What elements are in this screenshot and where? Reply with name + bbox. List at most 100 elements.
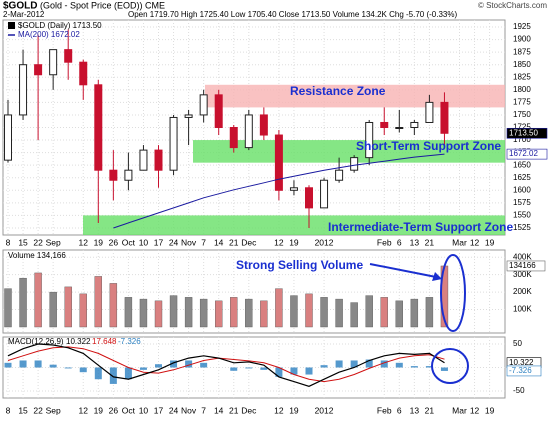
x-tick-label: 22 xyxy=(33,405,43,415)
candle-body xyxy=(154,149,163,171)
candle-body xyxy=(139,149,148,171)
candle-body xyxy=(244,114,253,149)
x-tick-label: 14 xyxy=(214,405,224,415)
x-tick-label: 17 xyxy=(154,237,164,247)
x-tick-label: 19 xyxy=(289,405,299,415)
y-tick-label: 1575 xyxy=(513,198,531,207)
x-tick-label: 19 xyxy=(94,405,104,415)
macd-title: MACD(12,26,9) xyxy=(8,337,64,346)
y-tick-label: 1625 xyxy=(513,173,531,182)
ma-tag: 1672.02 xyxy=(509,149,538,158)
candle-body xyxy=(184,114,193,118)
macd-hist-bar xyxy=(380,360,388,368)
macd-hist-bar xyxy=(410,366,418,368)
x-tick-label: 8 xyxy=(6,237,11,247)
x-tick-label: Mar xyxy=(452,237,467,247)
price-panel xyxy=(2,19,506,236)
volume-bar xyxy=(79,293,87,328)
date: 2-Mar-2012 xyxy=(3,10,45,19)
x-tick-label: 7 xyxy=(201,405,206,415)
x-tick-label: 12 xyxy=(470,237,480,247)
macd-hist-bar xyxy=(245,367,253,369)
x-tick-label: 19 xyxy=(289,237,299,247)
volume-bar xyxy=(305,293,313,328)
candle-body xyxy=(395,127,404,129)
x-tick-label: 10 xyxy=(139,237,149,247)
x-tick-label: 12 xyxy=(274,405,284,415)
macd-hist-bar xyxy=(440,367,448,371)
macd-tag: 10.322 xyxy=(509,358,534,367)
price-tag-box xyxy=(506,127,548,139)
x-tick-label: 12 xyxy=(79,237,89,247)
legend-ma: MA(200) 1672.02 xyxy=(18,30,80,39)
volume-bar xyxy=(350,302,358,328)
x-tick-label: 2012 xyxy=(315,237,334,247)
zone xyxy=(205,84,505,108)
volume-bar xyxy=(184,297,193,328)
macd-tag-box xyxy=(506,365,542,377)
x-tick-label: 21 xyxy=(229,237,239,247)
candle-body xyxy=(199,94,208,116)
zone xyxy=(83,215,505,235)
candle-body xyxy=(410,121,419,129)
volume-bar xyxy=(169,295,178,328)
macd-hist-bar xyxy=(275,367,283,377)
macd-hist-bar xyxy=(185,360,193,368)
volume-bar xyxy=(320,297,328,328)
plot: 8815152222SepSep121219192626OctOct101017… xyxy=(3,20,548,415)
volume-bar xyxy=(49,291,57,328)
volume-bar xyxy=(154,300,163,328)
macd-hist-bar xyxy=(109,367,117,384)
x-tick-label: 26 xyxy=(109,405,119,415)
x-tick-label: Sep xyxy=(46,237,61,247)
macd-hist-value: -7.326 xyxy=(118,337,141,346)
macd-tag: -7.326 xyxy=(509,366,532,375)
y-tick-label: 1600 xyxy=(513,185,531,194)
x-tick-label: Sep xyxy=(46,405,61,415)
y-tick-label: 1875 xyxy=(513,47,531,56)
macd-signal-line xyxy=(7,346,445,383)
highlight-circle xyxy=(431,348,469,384)
x-tick-label: 10 xyxy=(139,405,149,415)
x-tick-label: Mar xyxy=(452,405,467,415)
candle-body xyxy=(335,169,344,181)
candle-body xyxy=(169,116,178,171)
volume-bar xyxy=(34,272,42,328)
y-tick-label: 1550 xyxy=(513,211,531,220)
y-tick-label: 1750 xyxy=(513,110,531,119)
x-tick-label: 12 xyxy=(470,405,480,415)
macd-hist-bar xyxy=(139,367,147,370)
volume-bar xyxy=(275,288,283,328)
macd-hist-bar xyxy=(260,367,268,370)
arrow xyxy=(369,263,437,278)
y-tick-label: -50 xyxy=(513,386,525,395)
volume-bar xyxy=(199,298,208,328)
macd-hist-bar xyxy=(4,362,12,368)
candle-body xyxy=(440,101,449,134)
volume-tag-box xyxy=(506,260,546,272)
x-tick-label: 14 xyxy=(214,237,224,247)
candle-body xyxy=(64,49,73,63)
x-tick-label: Nov xyxy=(181,237,197,247)
candle-body xyxy=(34,64,43,76)
x-tick-label: Feb xyxy=(377,237,392,247)
volume-bar xyxy=(19,277,27,328)
y-tick-label: 1900 xyxy=(513,35,531,44)
x-tick-label: 12 xyxy=(79,405,89,415)
candle-body xyxy=(365,121,374,159)
macd-value: 10.322 xyxy=(66,337,91,346)
y-tick-label: 100K xyxy=(513,305,532,314)
x-tick-label: 7 xyxy=(201,237,206,247)
macd-hist-bar xyxy=(94,367,102,380)
x-tick-label: Oct xyxy=(122,237,136,247)
x-tick-label: 24 xyxy=(169,405,179,415)
macd-hist-bar xyxy=(79,367,87,373)
volume-bar xyxy=(425,297,434,328)
macd-hist-bar xyxy=(170,360,178,368)
x-tick-label: 19 xyxy=(485,237,495,247)
x-tick-label: 21 xyxy=(229,405,239,415)
x-tick-label: Nov xyxy=(181,405,197,415)
x-tick-label: 13 xyxy=(410,237,420,247)
